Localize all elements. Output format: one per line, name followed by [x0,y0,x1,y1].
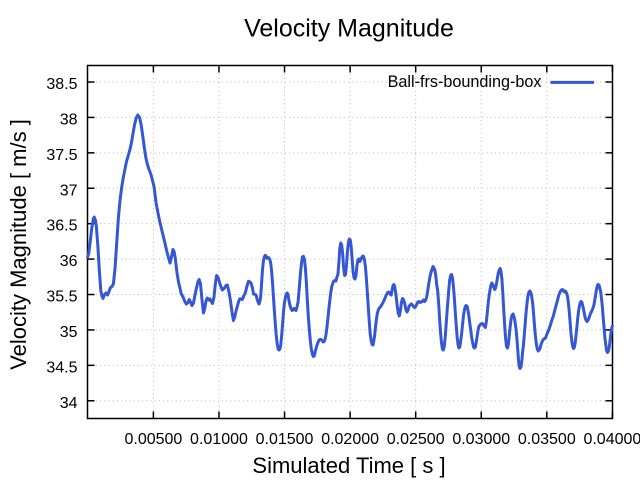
svg-text:Ball-frs-bounding-box: Ball-frs-bounding-box [388,73,542,91]
svg-text:Simulated Time [ s ]: Simulated Time [ s ] [252,453,445,478]
svg-text:38.5: 38.5 [46,76,77,93]
svg-text:0.01500: 0.01500 [256,431,314,448]
svg-text:36: 36 [60,253,78,270]
svg-text:35: 35 [60,324,78,341]
svg-text:36.5: 36.5 [46,218,77,235]
svg-text:0.02000: 0.02000 [321,431,379,448]
svg-text:0.04000: 0.04000 [583,431,640,448]
svg-text:Velocity Magnitude [ m/s ]: Velocity Magnitude [ m/s ] [6,119,31,370]
svg-text:37: 37 [60,182,78,199]
svg-text:34: 34 [60,395,78,412]
svg-text:0.02500: 0.02500 [387,431,445,448]
svg-text:37.5: 37.5 [46,147,77,164]
svg-text:0.00500: 0.00500 [124,431,182,448]
svg-text:0.03000: 0.03000 [452,431,510,448]
svg-text:0.01000: 0.01000 [190,431,248,448]
svg-text:38: 38 [60,111,78,128]
svg-text:0.03500: 0.03500 [518,431,576,448]
svg-text:Velocity Magnitude: Velocity Magnitude [244,15,454,43]
svg-text:34.5: 34.5 [46,359,77,376]
svg-text:35.5: 35.5 [46,289,77,306]
